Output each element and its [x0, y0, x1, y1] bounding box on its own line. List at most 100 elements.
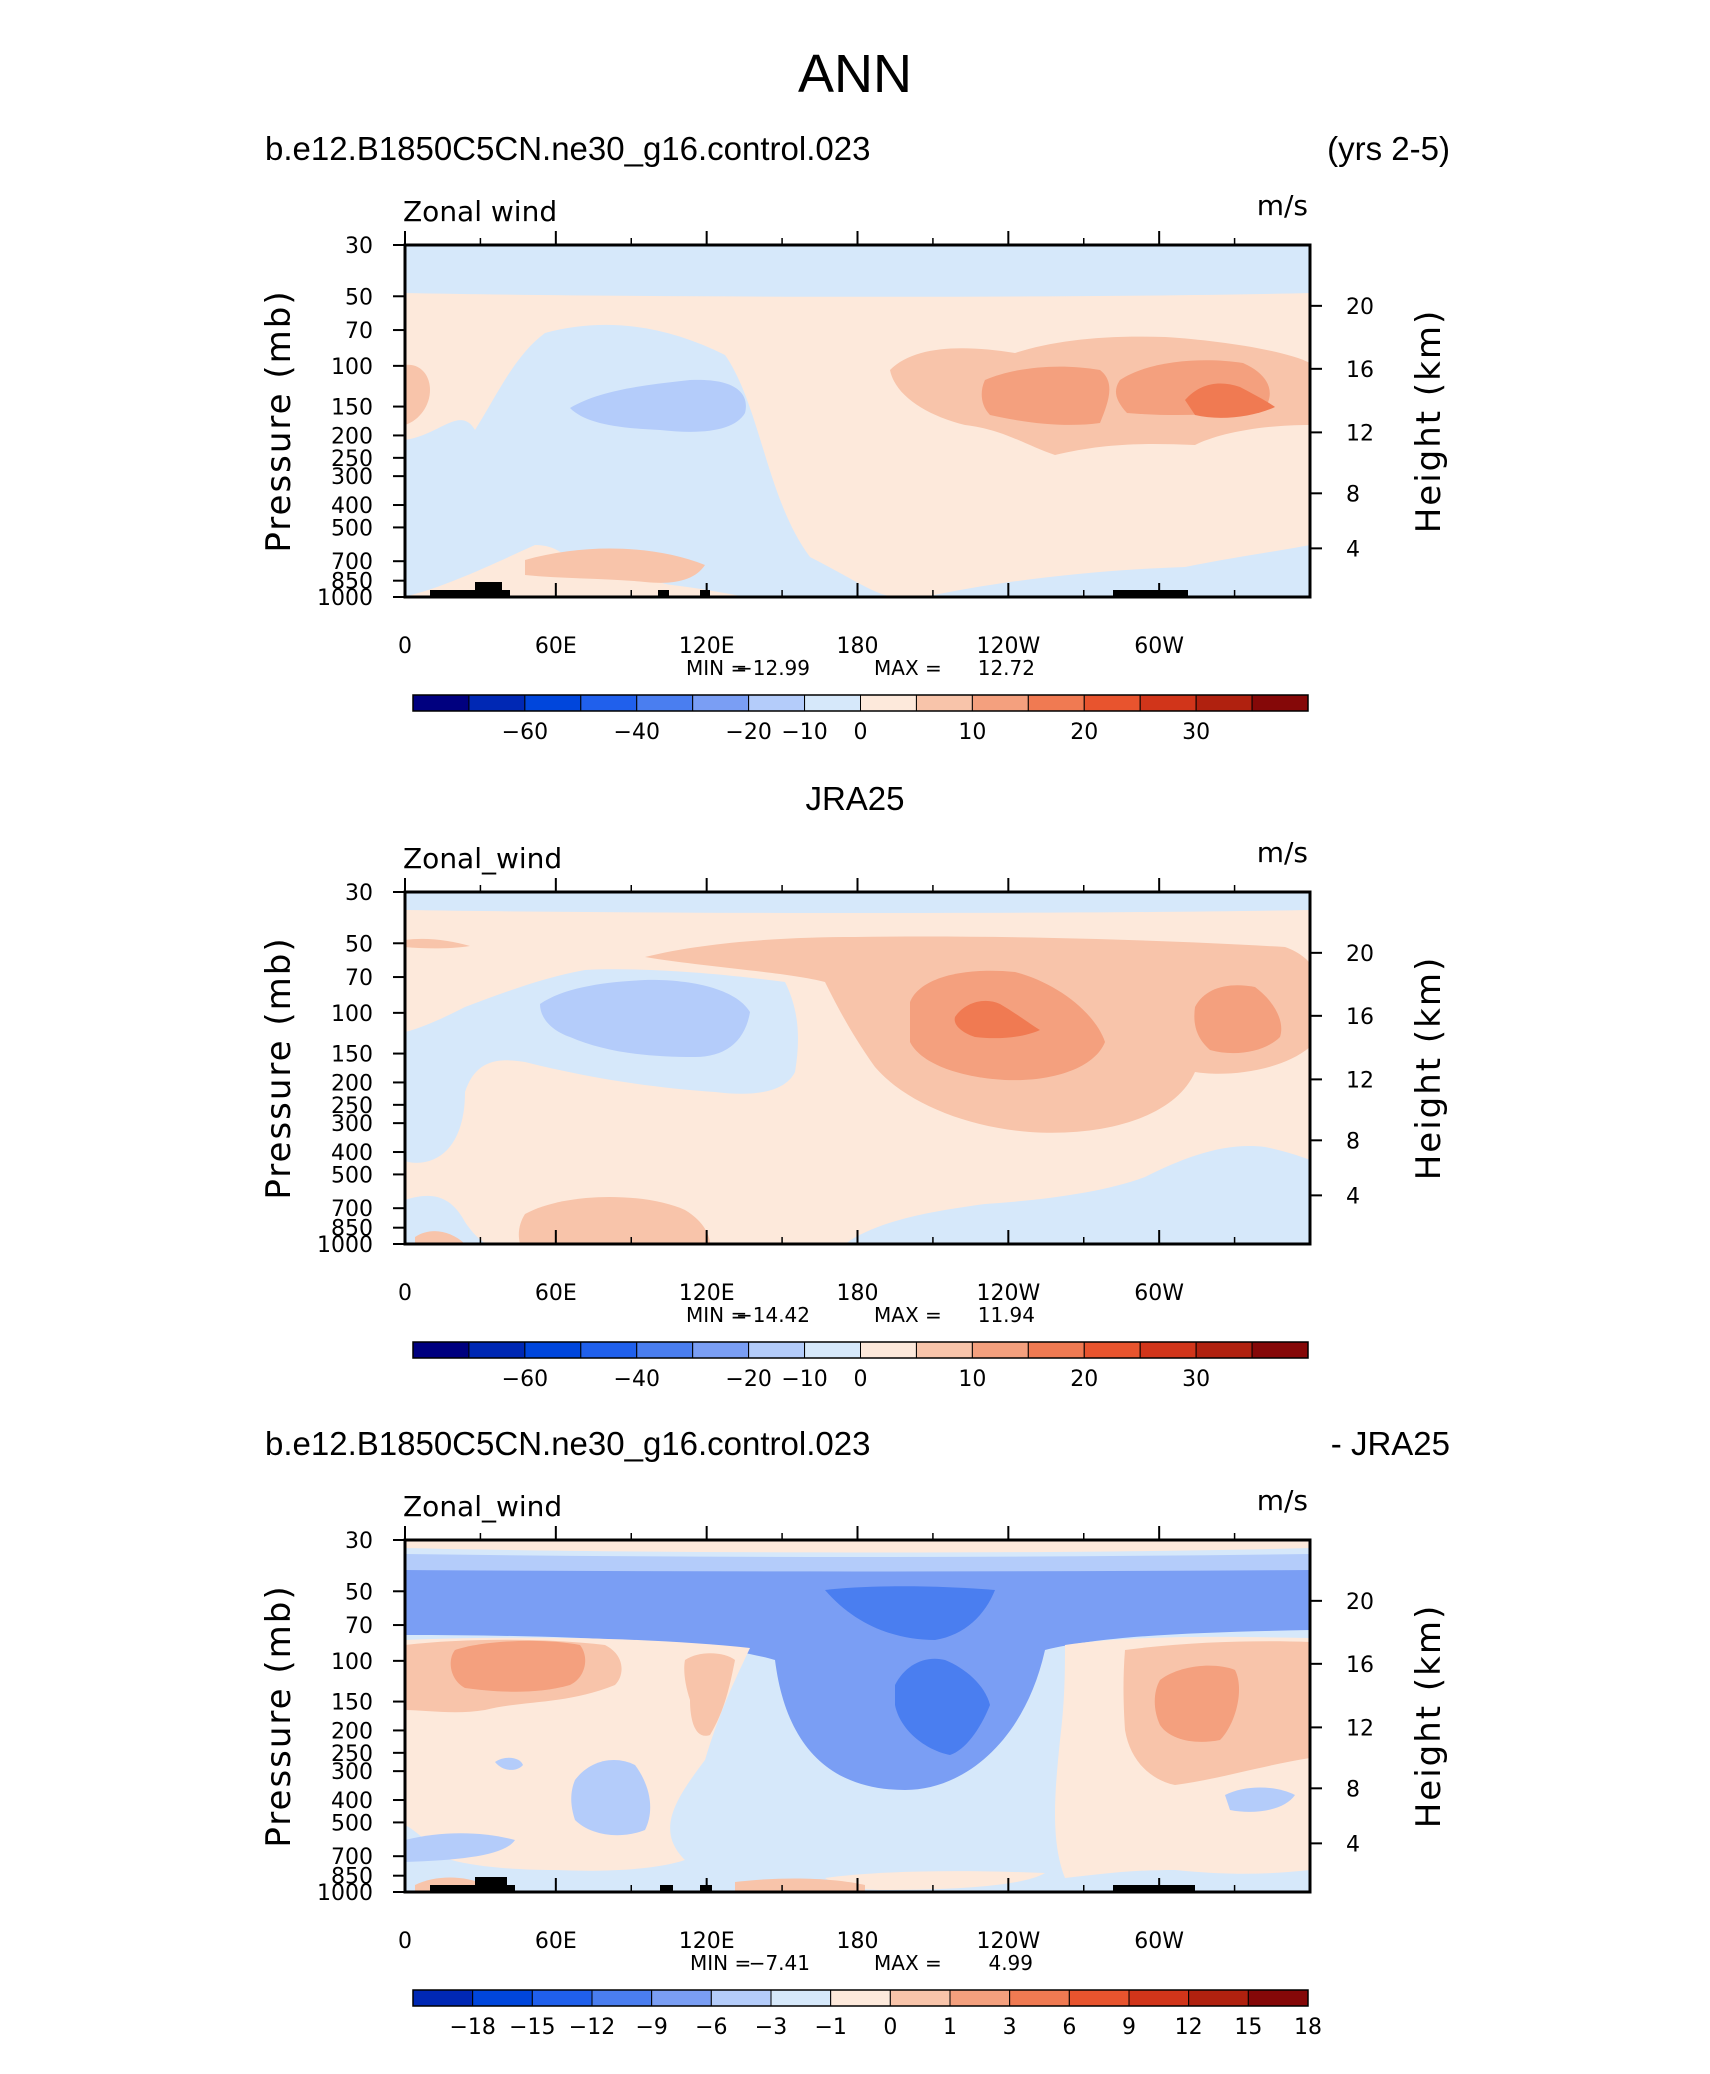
y-tick-label: 500 [331, 1163, 373, 1188]
colorbar-label: −40 [614, 1367, 660, 1392]
colorbar-label: −60 [502, 720, 548, 745]
panel3-stats: MIN = −7.41 MAX = 4.99 [690, 1951, 1033, 1975]
y-tick-label: 70 [345, 966, 373, 991]
colorbar-swatch [804, 1341, 861, 1359]
contour-fill [1154, 1665, 1240, 1742]
colorbar-label: 0 [854, 720, 868, 745]
y-tick-label: 50 [345, 1580, 373, 1605]
y-tick-label: 150 [331, 1691, 373, 1716]
y-tick-label: 50 [345, 285, 373, 310]
colorbar-label: 20 [1070, 1367, 1098, 1392]
colorbar-swatch [915, 694, 973, 712]
colorbar-label: −1 [814, 2015, 846, 2040]
y-tick-label: 100 [331, 1650, 373, 1675]
y-tick-label: 850 [331, 1217, 373, 1242]
y-tick-label: 400 [331, 1141, 373, 1166]
contour-fill [405, 324, 895, 597]
y-tick-label: 1000 [317, 1881, 373, 1906]
stats-max-label: MAX = [874, 1951, 942, 1975]
y-tick-label: 150 [331, 396, 373, 421]
colorbar-swatch [1009, 1989, 1070, 2007]
colorbar-swatch [1247, 1989, 1309, 2007]
colorbar-label: −6 [695, 2015, 727, 2040]
colorbar-swatch [889, 1989, 951, 2007]
colorbar-swatch [1139, 694, 1197, 712]
y2-tick-label: 16 [1346, 358, 1374, 383]
y-tick-label: 100 [331, 1002, 373, 1027]
contour-fill [895, 1658, 990, 1755]
panel2-stats: MIN = −14.42 MAX = 11.94 [686, 1303, 1035, 1327]
x-tick-label: 60E [535, 1281, 577, 1306]
stats-max-label: MAX = [874, 1303, 942, 1327]
colorbar-swatch [1251, 1341, 1309, 1359]
y-axis-title: Pressure (mb) [259, 1584, 299, 1847]
panel3-header-right: - JRA25 [1331, 1425, 1450, 1462]
colorbar-label: −15 [509, 2015, 555, 2040]
panel2-header: JRA25 [805, 780, 904, 817]
contour-fill [1185, 383, 1275, 418]
y2-tick-label: 20 [1346, 942, 1374, 967]
colorbar-swatch [1251, 694, 1309, 712]
stats-min-label: MIN = [690, 1951, 751, 1975]
colorbar-swatch [412, 1341, 470, 1359]
y-tick-label: 1000 [317, 1233, 373, 1258]
colorbar-label: 12 [1175, 2015, 1203, 2040]
colorbar-label: −10 [781, 720, 827, 745]
y-tick-label: 500 [331, 1811, 373, 1836]
y2-tick-label: 4 [1346, 537, 1360, 562]
colorbar-swatch [1195, 1341, 1253, 1359]
y-tick-label: 250 [331, 447, 373, 472]
y2-tick-label: 16 [1346, 1653, 1374, 1678]
contour-fill [405, 938, 470, 949]
stats-min-value: −12.99 [736, 656, 810, 680]
colorbar-swatch [710, 1989, 772, 2007]
colorbar-swatch [830, 1989, 891, 2007]
axes: 3050701001502002503004005007008501000Pre… [259, 878, 1449, 1306]
colorbar-swatch [860, 1341, 917, 1359]
x-tick-label: 0 [398, 1929, 412, 1954]
colorbar-swatch [1188, 1989, 1249, 2007]
contour-fill [1225, 1787, 1295, 1812]
colorbar-swatch [412, 1989, 474, 2007]
panel1-plot [403, 243, 1312, 599]
colorbar-frame [412, 1989, 1309, 2007]
colorbar-swatch [1128, 1989, 1190, 2007]
contour-fill [405, 1554, 1310, 1573]
colorbar-label: 10 [958, 1367, 986, 1392]
y2-tick-label: 8 [1346, 1777, 1360, 1802]
colorbar-swatch [915, 1341, 973, 1359]
colorbar-swatch [468, 694, 526, 712]
y-tick-label: 300 [331, 1760, 373, 1785]
y-tick-label: 100 [331, 355, 373, 380]
colorbar-swatch [524, 1341, 582, 1359]
colorbar-swatch [860, 694, 917, 712]
colorbar-label: 3 [1003, 2015, 1017, 2040]
contour-fill [925, 545, 1310, 597]
x-tick-label: 120E [679, 1281, 735, 1306]
stats-min-value: −7.41 [749, 1951, 810, 1975]
y2-tick-label: 4 [1346, 1184, 1360, 1209]
y2-tick-label: 20 [1346, 295, 1374, 320]
contour-fill [825, 1586, 995, 1640]
y-axis-title: Pressure (mb) [259, 289, 299, 552]
colorbar-swatch [531, 1989, 593, 2007]
colorbar-label: −40 [614, 720, 660, 745]
contour-fill [981, 366, 1110, 425]
y-tick-label: 250 [331, 1094, 373, 1119]
colorbar-label: −3 [755, 2015, 787, 2040]
y-tick-label: 30 [345, 234, 373, 259]
y2-tick-label: 8 [1346, 1129, 1360, 1154]
colorbar-swatch [1139, 1341, 1197, 1359]
y-tick-label: 400 [331, 494, 373, 519]
panel2-units: m/s [1257, 836, 1308, 869]
colorbar-swatch [580, 1341, 638, 1359]
y-tick-label: 700 [331, 550, 373, 575]
y-tick-label: 850 [331, 1865, 373, 1890]
y-tick-label: 50 [345, 932, 373, 957]
y-tick-label: 250 [331, 1742, 373, 1767]
contour-fill [405, 1833, 515, 1862]
colorbar-label: 20 [1070, 720, 1098, 745]
panel3-header-left: b.e12.B1850C5CN.ne30_g16.control.023 [265, 1425, 870, 1462]
x-tick-label: 60W [1134, 1929, 1184, 1954]
